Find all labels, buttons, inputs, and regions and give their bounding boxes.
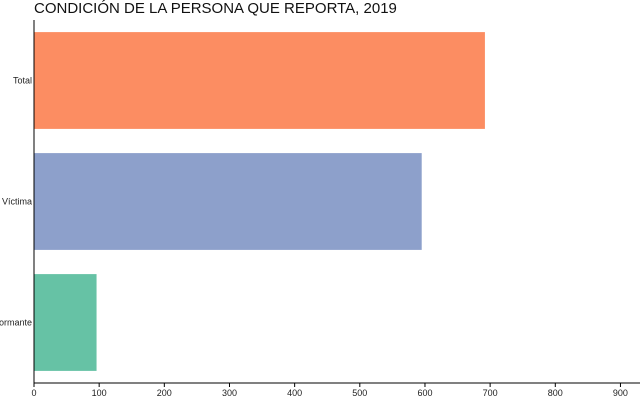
bars-layer [34, 32, 485, 371]
x-tick-label: 700 [483, 388, 498, 398]
x-tick-label: 600 [417, 388, 432, 398]
category-label: Víctima [2, 197, 32, 207]
chart-title: CONDICIÓN DE LA PERSONA QUE REPORTA, 201… [34, 0, 397, 17]
x-tick-label: 400 [287, 388, 302, 398]
bar-victima [34, 153, 422, 250]
x-tick-label: 500 [352, 388, 367, 398]
labels-layer: Total Víctima Informante 0 100 200 300 400 500 60… [0, 76, 628, 399]
x-tick-label: 900 [613, 388, 628, 398]
axes-layer [33, 20, 640, 387]
x-tick-label: 200 [157, 388, 172, 398]
category-label: Informante [0, 318, 32, 328]
x-tick-label: 300 [222, 388, 237, 398]
bar-informante [34, 274, 97, 371]
x-tick-label: 0 [31, 388, 36, 398]
bar-total [34, 32, 485, 129]
x-tick-label: 800 [548, 388, 563, 398]
x-tick-label: 100 [92, 388, 107, 398]
category-label: Total [13, 76, 32, 86]
